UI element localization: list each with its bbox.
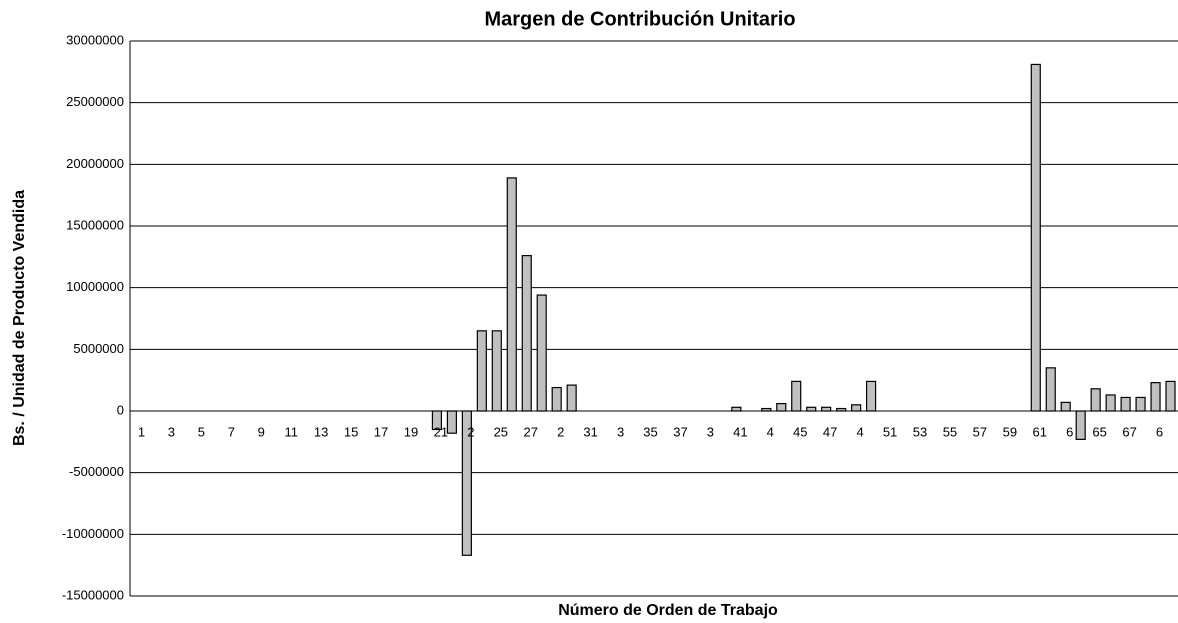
- x-tick-label: 65: [1092, 424, 1106, 439]
- bar: [446, 410, 457, 434]
- bar: [806, 406, 817, 412]
- bar: [1090, 388, 1101, 412]
- x-tick-label: 7: [228, 424, 235, 439]
- x-tick-label: 35: [643, 424, 657, 439]
- x-tick-label: 37: [673, 424, 687, 439]
- x-tick-label: 4: [767, 424, 774, 439]
- y-tick-label: 30000000: [66, 32, 124, 47]
- bar: [731, 406, 742, 412]
- bar: [1135, 396, 1146, 412]
- x-tick-label: 3: [617, 424, 624, 439]
- bar: [536, 294, 547, 412]
- x-tick-label: 4: [856, 424, 863, 439]
- bar: [1165, 380, 1176, 412]
- x-axis-title: Número de Orden de Trabajo: [558, 602, 778, 619]
- x-tick-label: 6: [1156, 424, 1163, 439]
- bar: [1150, 382, 1161, 412]
- x-tick-label: 47: [823, 424, 837, 439]
- y-tick-label: -5000000: [69, 464, 124, 479]
- bar: [506, 177, 517, 412]
- x-tick-label: 57: [973, 424, 987, 439]
- bar: [521, 255, 532, 412]
- x-tick-label: 9: [258, 424, 265, 439]
- bar: [776, 403, 787, 412]
- bar: [1030, 63, 1041, 412]
- bar: [1120, 396, 1131, 412]
- x-tick-label: 15: [344, 424, 358, 439]
- y-tick-label: -10000000: [62, 526, 124, 541]
- bar: [791, 380, 802, 412]
- x-tick-label: 19: [404, 424, 418, 439]
- bar: [865, 380, 877, 412]
- x-tick-label: 5: [198, 424, 205, 439]
- x-tick-label: 59: [1003, 424, 1017, 439]
- y-tick-label: 25000000: [66, 94, 124, 109]
- x-tick-label: 27: [524, 424, 538, 439]
- y-axis-title: Bs. / Unidad de Producto Vendida: [11, 190, 28, 446]
- x-tick-label: 53: [913, 424, 927, 439]
- bar: [491, 330, 502, 412]
- x-tick-label: 45: [793, 424, 807, 439]
- bar: [1105, 394, 1116, 412]
- y-tick-label: 0: [117, 402, 124, 417]
- y-tick-label: 5000000: [73, 341, 124, 356]
- x-tick-label: 41: [733, 424, 747, 439]
- x-tick-label: 3: [168, 424, 175, 439]
- bar: [1060, 401, 1071, 412]
- x-tick-label: 51: [883, 424, 897, 439]
- bar: [851, 404, 862, 412]
- y-tick-label: 20000000: [66, 156, 124, 171]
- x-tick-label: 3: [707, 424, 714, 439]
- x-tick-label: 1: [138, 424, 145, 439]
- x-tick-label: 21: [434, 424, 448, 439]
- x-tick-label: 61: [1033, 424, 1047, 439]
- y-tick-label: -15000000: [62, 587, 124, 602]
- x-tick-label: 67: [1122, 424, 1136, 439]
- x-tick-label: 31: [583, 424, 597, 439]
- x-tick-label: 2: [467, 424, 474, 439]
- bar: [566, 384, 577, 412]
- chart-title: Margen de Contribución Unitario: [484, 8, 795, 30]
- x-tick-label: 2: [557, 424, 564, 439]
- x-tick-label: 11: [284, 424, 298, 439]
- bar: [476, 330, 487, 412]
- y-tick-label: 10000000: [66, 279, 124, 294]
- x-tick-label: 55: [943, 424, 957, 439]
- x-tick-label: 6: [1066, 424, 1073, 439]
- bar: [821, 406, 832, 412]
- bar: [1045, 367, 1056, 412]
- y-tick-label: 15000000: [66, 217, 124, 232]
- bar: [1075, 410, 1086, 440]
- bar: [551, 386, 562, 412]
- x-tick-label: 17: [374, 424, 388, 439]
- x-tick-label: 25: [494, 424, 508, 439]
- x-tick-label: 13: [314, 424, 328, 439]
